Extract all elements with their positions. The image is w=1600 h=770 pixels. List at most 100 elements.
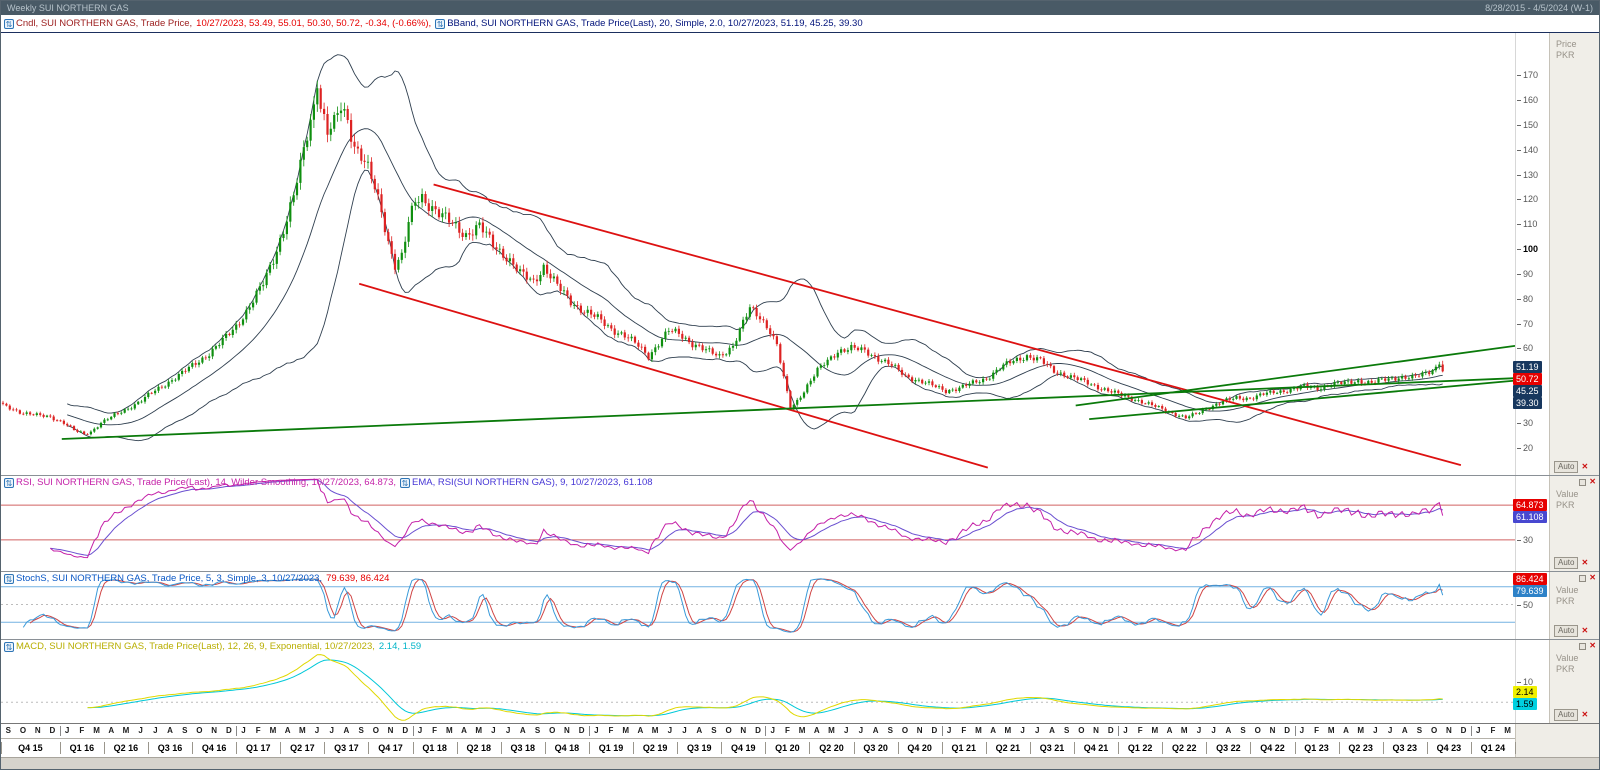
stoch-plot[interactable]: ⇅ StochS, SUI NORTHERN GAS, Trade Price, … — [1, 572, 1515, 639]
month-label: N — [1093, 726, 1099, 735]
macd-axis[interactable]: 10 2.14 1.59 — [1513, 640, 1549, 723]
close-icon[interactable]: ✕ — [1589, 477, 1596, 486]
quarter-label: Q1 18 — [422, 743, 447, 753]
month-label: M — [93, 726, 100, 735]
auto-scale-button[interactable]: Auto — [1554, 709, 1579, 721]
date-range-label: 8/28/2015 - 4/5/2024 (W-1) — [1485, 3, 1593, 13]
month-label: S — [711, 726, 717, 735]
axis-tick: 100 — [1517, 244, 1538, 254]
close-icon[interactable]: ✕ — [1581, 558, 1589, 567]
month-label: N — [211, 726, 218, 735]
quarter-separator — [368, 742, 370, 754]
main-plot[interactable] — [1, 33, 1515, 475]
stoch-panel: ⇅ StochS, SUI NORTHERN GAS, Trade Price, … — [1, 571, 1599, 639]
quarter-label: Q2 18 — [466, 743, 491, 753]
stoch-axis[interactable]: 50 86.424 79.639 — [1513, 572, 1549, 639]
month-label: F — [1314, 726, 1320, 735]
month-label: M — [445, 726, 453, 735]
month-label: J — [1299, 726, 1305, 735]
restore-icon[interactable] — [1579, 574, 1587, 582]
restore-icon[interactable] — [1579, 478, 1587, 486]
quarter-label: Q4 16 — [201, 743, 227, 753]
auto-scale-button[interactable]: Auto — [1554, 557, 1579, 569]
month-label: J — [1035, 726, 1040, 735]
axis-badge: 61.108 — [1513, 511, 1547, 524]
quarter-label: Q1 16 — [69, 743, 95, 753]
month-label: F — [784, 726, 790, 735]
month-label: S — [1064, 726, 1070, 735]
month-label: A — [167, 726, 173, 735]
quarter-separator — [985, 742, 987, 754]
quarter-separator — [456, 742, 458, 754]
month-label: A — [637, 726, 644, 735]
month-label: A — [1225, 726, 1232, 735]
legend-text: 10/27/2023, 53.49, 55.01, 50.30, 50.72, … — [196, 18, 432, 29]
close-icon[interactable]: ✕ — [1581, 462, 1589, 471]
axis-tick: 170 — [1517, 70, 1538, 80]
legend-text: EMA, RSI(SUI NORTHERN GAS), 9, 10/27/202… — [412, 477, 653, 488]
quarter-separator — [324, 742, 326, 754]
month-label: N — [740, 726, 747, 735]
month-label: A — [1166, 726, 1173, 735]
restore-icon[interactable] — [1579, 642, 1587, 650]
month-label: F — [79, 726, 85, 735]
axis-title-line: Price — [1556, 39, 1577, 49]
month-label: F — [432, 726, 438, 735]
quarter-label: Q4 15 — [18, 743, 43, 753]
close-icon[interactable]: ✕ — [1581, 710, 1589, 719]
rsi-axis[interactable]: 30 64.873 61.108 — [1513, 476, 1549, 571]
quarter-separator — [544, 742, 546, 754]
month-label: M — [828, 726, 835, 735]
legend-text: StochS, SUI NORTHERN GAS, Trade Price, 5… — [16, 573, 323, 584]
month-label: J — [1020, 726, 1025, 735]
month-label: J — [1211, 726, 1216, 735]
year-separator — [1294, 726, 1296, 736]
month-label: D — [1284, 726, 1291, 735]
auto-scale-button[interactable]: Auto — [1554, 461, 1579, 473]
quarter-separator — [853, 742, 855, 754]
month-label: O — [1431, 726, 1438, 735]
axis-badge: 39.30 — [1513, 396, 1542, 409]
quarter-label: Q1 20 — [775, 743, 800, 753]
rsi-legend[interactable]: ⇅ RSI, SUI NORTHERN GAS, Trade Price(Last… — [4, 477, 657, 488]
macd-legend[interactable]: ⇅ MACD, SUI NORTHERN GAS, Trade Price(Las… — [4, 641, 425, 652]
axis-badge: 86.424 — [1513, 573, 1547, 585]
month-label: J — [314, 726, 320, 735]
quarter-separator — [147, 742, 149, 754]
legend-text: 79.639, 86.424 — [326, 573, 390, 584]
auto-scale-button[interactable]: Auto — [1554, 625, 1579, 637]
indicator-icon: ⇅ — [435, 19, 446, 29]
month-label: J — [241, 726, 246, 735]
quarter-label: Q4 17 — [378, 743, 403, 753]
macd-plot[interactable]: ⇅ MACD, SUI NORTHERN GAS, Trade Price(Las… — [1, 640, 1515, 723]
month-label: O — [725, 726, 732, 735]
stoch-legend[interactable]: ⇅ StochS, SUI NORTHERN GAS, Trade Price, … — [4, 573, 393, 584]
quarter-label: Q2 22 — [1172, 743, 1197, 753]
indicator-icon: ⇅ — [4, 574, 14, 584]
month-label: O — [1254, 726, 1261, 735]
close-icon[interactable]: ✕ — [1589, 573, 1596, 582]
legend-text: BBand, SUI NORTHERN GAS, Trade Price(Las… — [447, 18, 863, 29]
rsi-plot[interactable]: ⇅ RSI, SUI NORTHERN GAS, Trade Price(Last… — [1, 476, 1515, 571]
quarter-separator — [280, 742, 282, 754]
axis-badge: 50.72 — [1513, 372, 1542, 385]
close-icon[interactable]: ✕ — [1589, 641, 1596, 650]
quarter-separator — [103, 742, 105, 754]
month-label: N — [387, 726, 394, 735]
month-label: A — [1343, 726, 1349, 735]
stoch-axis-strip: ✕ Value PKR Auto ✕ — [1549, 572, 1599, 639]
month-label: D — [402, 726, 409, 735]
month-label: F — [1137, 726, 1143, 735]
quarter-label: Q4 19 — [731, 743, 756, 753]
indicator-icon: ⇅ — [4, 478, 14, 488]
month-label: J — [153, 726, 158, 735]
main-axis[interactable]: 170 160 150 140 130 120 110 100 90 80 70 60 30 20 51.1… — [1513, 33, 1549, 475]
close-icon[interactable]: ✕ — [1581, 626, 1589, 635]
bottom-scroll-strip[interactable] — [1, 757, 1599, 769]
price-panel-header: ⇅ Cndl, SUI NORTHERN GAS, Trade Price, 10/… — [1, 15, 1599, 33]
price-legend[interactable]: ⇅ Cndl, SUI NORTHERN GAS, Trade Price, 10/… — [4, 18, 867, 29]
axis-tick: 80 — [1517, 294, 1533, 304]
